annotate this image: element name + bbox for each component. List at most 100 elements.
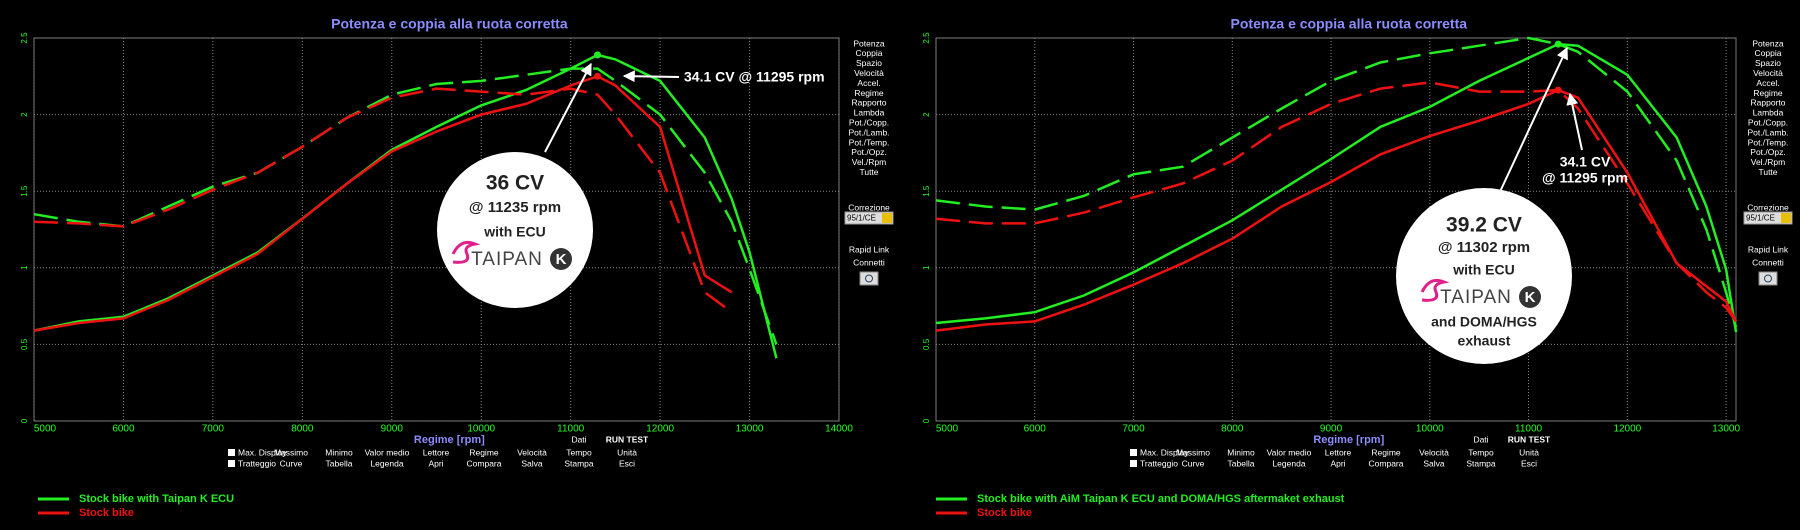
toolbar-button[interactable]: Curve: [280, 458, 303, 468]
menu-item[interactable]: Pot./Temp.: [1748, 137, 1789, 147]
toolbar-button[interactable]: Legenda: [370, 458, 403, 468]
menu-item[interactable]: Pot./Temp.: [849, 137, 890, 147]
x-tick-label: 9000: [1320, 424, 1343, 435]
x-tick-label: 5000: [936, 424, 959, 435]
toolbar-button[interactable]: Valor medio: [365, 447, 410, 457]
toolbar-button[interactable]: Velocità: [1419, 447, 1449, 457]
run-test[interactable]: RUN TEST: [606, 434, 649, 444]
toolbar-button[interactable]: Minimo: [325, 447, 353, 457]
callout-text: with ECU: [1452, 262, 1514, 278]
x-tick-label: 5000: [34, 424, 57, 435]
menu-item[interactable]: Lambda: [1753, 108, 1784, 118]
toolbar-button[interactable]: Minimo: [1227, 447, 1255, 457]
menu-item[interactable]: Rapporto: [1751, 98, 1786, 108]
toolbar-button[interactable]: Compara: [467, 458, 502, 468]
menu-item[interactable]: Coppia: [1755, 48, 1782, 58]
toolbar-button[interactable]: Unità: [617, 447, 637, 457]
menu-item[interactable]: Regime: [1753, 88, 1783, 98]
correction-select[interactable]: [1743, 211, 1793, 225]
toolbar-button[interactable]: Tabella: [326, 458, 353, 468]
menu-item[interactable]: Velocità: [854, 68, 884, 78]
connect[interactable]: Connetti: [1752, 257, 1784, 267]
menu-item[interactable]: Pot./Lamb.: [1747, 127, 1788, 137]
menu-item[interactable]: Lambda: [854, 108, 885, 118]
correction-value: 95/1/CE: [1746, 214, 1775, 223]
toolbar-button[interactable]: Lettore: [1325, 447, 1352, 457]
callout-text: @ 11235 rpm: [469, 199, 561, 216]
toolbar-button[interactable]: Lettore: [423, 447, 450, 457]
y-tick-label: 2.5: [922, 32, 931, 44]
menu-item[interactable]: Spazio: [856, 58, 882, 68]
menu-item[interactable]: Accel.: [1756, 78, 1779, 88]
x-tick-label: 11000: [557, 424, 585, 435]
menu-item[interactable]: Regime: [854, 88, 884, 98]
peak-dot: [1554, 86, 1562, 94]
x-tick-label: 7000: [202, 424, 225, 435]
toolbar-button[interactable]: Tabella: [1228, 458, 1255, 468]
toolbar-button[interactable]: Salva: [1423, 458, 1445, 468]
camera-lens: [865, 274, 873, 283]
run-test[interactable]: RUN TEST: [1508, 434, 1551, 444]
toolbar-button[interactable]: Legenda: [1272, 458, 1305, 468]
toolbar-button[interactable]: Esci: [1521, 458, 1537, 468]
chart-title: Potenza e coppia alla ruota corretta: [331, 16, 568, 32]
connect[interactable]: Connetti: [853, 257, 885, 267]
checkbox-label: Max. Display: [238, 447, 287, 457]
camera-button[interactable]: [1758, 271, 1778, 286]
menu-item[interactable]: Pot./Opz.: [1750, 147, 1785, 157]
logo-mark: K: [556, 251, 567, 268]
torque-curve: [33, 87, 733, 314]
menu-item[interactable]: Pot./Copp.: [1748, 117, 1788, 127]
checkbox[interactable]: [1130, 449, 1137, 456]
toolbar-button[interactable]: Salva: [521, 458, 543, 468]
menu-item[interactable]: Rapporto: [852, 98, 887, 108]
menu-item[interactable]: Pot./Opz.: [851, 147, 886, 157]
y-tick-label: 1.5: [922, 185, 931, 197]
data-label: Dati: [1473, 434, 1488, 444]
checkbox-label: Tratteggio: [238, 458, 276, 468]
menu-item[interactable]: Vel./Rpm: [1751, 157, 1786, 167]
toolbar-button[interactable]: Esci: [619, 458, 635, 468]
checkbox[interactable]: [1130, 460, 1137, 467]
logo-badge: [1519, 286, 1541, 308]
correction-select[interactable]: [844, 211, 894, 225]
toolbar-button[interactable]: Massimo: [1176, 447, 1210, 457]
toolbar-button[interactable]: Tempo: [1468, 447, 1494, 457]
toolbar-button[interactable]: Apri: [1330, 458, 1345, 468]
toolbar-button[interactable]: Stampa: [1466, 458, 1496, 468]
toolbar-button[interactable]: Regime: [469, 447, 499, 457]
menu-item[interactable]: Potenza: [853, 38, 884, 48]
y-tick-label: 0.5: [922, 338, 931, 350]
toolbar-button[interactable]: Regime: [1371, 447, 1401, 457]
menu-item[interactable]: Pot./Copp.: [849, 117, 889, 127]
menu-item[interactable]: Tutte: [859, 167, 878, 177]
menu-item[interactable]: Coppia: [856, 48, 883, 58]
menu-item[interactable]: Velocità: [1753, 68, 1783, 78]
menu-item[interactable]: Tutte: [1758, 167, 1777, 177]
menu-item[interactable]: Spazio: [1755, 58, 1781, 68]
callout-text: and DOMA/HGS: [1431, 314, 1537, 330]
menu-item[interactable]: Vel./Rpm: [852, 157, 887, 167]
toolbar-button[interactable]: Velocità: [517, 447, 547, 457]
select-button: [882, 213, 892, 223]
x-tick-label: 13000: [736, 424, 764, 435]
x-tick-label: 6000: [1024, 424, 1047, 435]
checkbox[interactable]: [228, 449, 235, 456]
menu-item[interactable]: Pot./Lamb.: [848, 127, 889, 137]
toolbar-button[interactable]: Tempo: [566, 447, 592, 457]
toolbar-button[interactable]: Unità: [1519, 447, 1539, 457]
toolbar-button[interactable]: Compara: [1369, 458, 1404, 468]
callout-text: with ECU: [483, 224, 545, 240]
menu-item[interactable]: Accel.: [857, 78, 880, 88]
camera-button[interactable]: [859, 271, 879, 286]
toolbar-button[interactable]: Apri: [428, 458, 443, 468]
y-tick-label: 1: [20, 265, 29, 270]
toolbar-button[interactable]: Valor medio: [1267, 447, 1312, 457]
checkbox[interactable]: [228, 460, 235, 467]
toolbar-button[interactable]: Massimo: [274, 447, 308, 457]
x-tick-label: 7000: [1122, 424, 1145, 435]
toolbar-button[interactable]: Stampa: [564, 458, 594, 468]
toolbar-button[interactable]: Curve: [1182, 458, 1205, 468]
x-tick-label: 12000: [1613, 424, 1641, 435]
menu-item[interactable]: Potenza: [1752, 38, 1783, 48]
